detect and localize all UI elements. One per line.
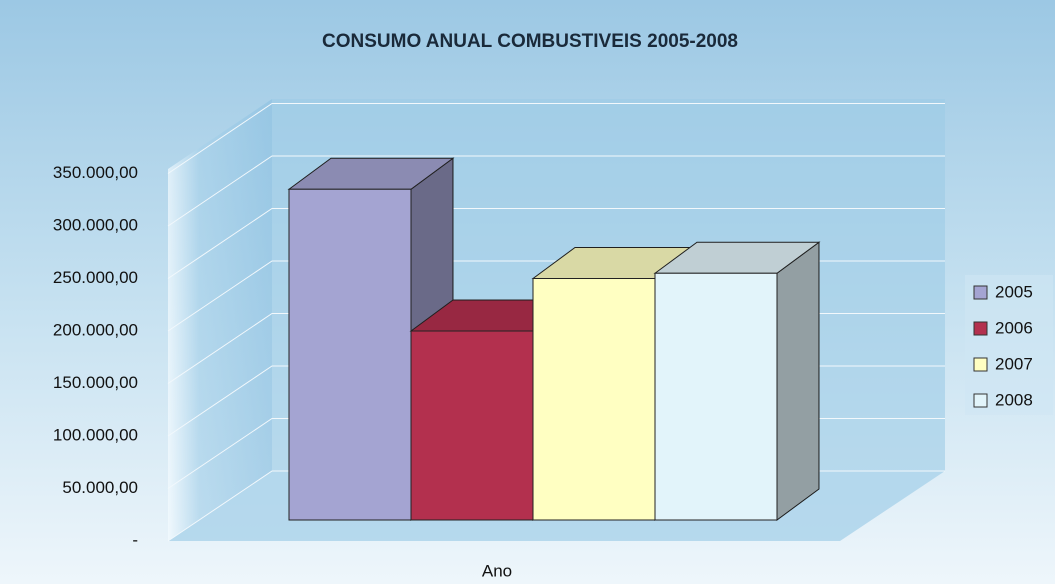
bar-front [288, 188, 412, 521]
y-tick-label: 350.000,00 [53, 163, 138, 182]
legend-swatch [973, 321, 988, 336]
x-tick-label: Ano [482, 561, 512, 580]
bar-top-shade [533, 247, 697, 279]
legend-label: 2006 [995, 318, 1033, 337]
bar-top-shade [289, 158, 453, 190]
grid-line [167, 155, 945, 227]
grid-line [167, 103, 945, 174]
legend-label: 2005 [995, 282, 1033, 301]
y-tick-label: 300.000,00 [53, 215, 138, 234]
bar-front [654, 272, 778, 521]
legend-swatch [973, 285, 988, 300]
side-wall [168, 99, 272, 541]
y-tick-label: - [132, 530, 138, 549]
bar-front [532, 278, 656, 521]
chart-title: CONSUMO ANUAL COMBUSTIVEIS 2005-2008 [322, 31, 738, 52]
y-tick-label: 200.000,00 [53, 320, 138, 339]
y-tick-label: 100.000,00 [53, 425, 138, 444]
y-tick-label: 250.000,00 [53, 268, 138, 287]
bar-top-shade [655, 242, 819, 274]
legend-swatch [973, 357, 988, 372]
y-tick-label: 150.000,00 [53, 373, 138, 392]
legend-label: 2008 [995, 390, 1033, 409]
bar [653, 241, 821, 521]
y-tick-label: 50.000,00 [62, 478, 138, 497]
bar-front [410, 330, 534, 521]
legend-label: 2007 [995, 354, 1033, 373]
grid-line [167, 208, 945, 279]
bar-side-shade [777, 242, 819, 520]
legend-swatch [973, 393, 988, 408]
